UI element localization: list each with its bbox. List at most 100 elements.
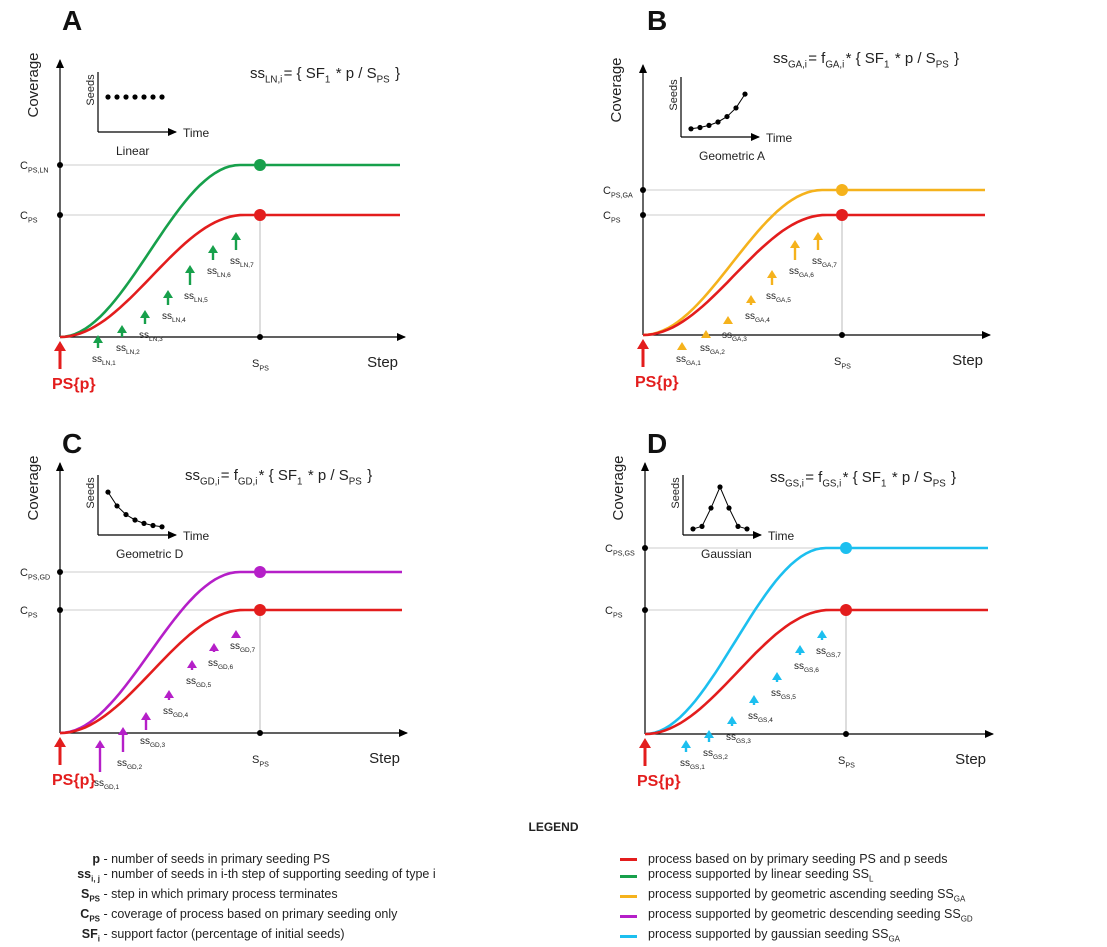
- legend-title: LEGEND: [528, 820, 579, 834]
- upper-coverage-label: CPS,GA: [603, 185, 634, 199]
- inset-point: [726, 505, 732, 511]
- support-arrowhead: [231, 630, 241, 638]
- inset-time-label: Time: [183, 126, 210, 140]
- support-step-label: ssLN,5: [184, 291, 209, 304]
- support-step-label: ssGA,6: [789, 266, 815, 279]
- legend-swatch: [620, 857, 637, 861]
- legend-swatch: [620, 935, 637, 938]
- legend-line-row: process supported by gaussian seeding SS…: [620, 927, 973, 947]
- support-arrowhead: [187, 660, 197, 668]
- support-arrowhead: [231, 232, 241, 240]
- primary-end-dot: [254, 604, 266, 616]
- support-arrowhead: [727, 716, 737, 724]
- legend-symbol-row: p - number of seeds in primary seeding P…: [38, 852, 436, 867]
- legend-symbol-text: - support factor (percentage of initial …: [100, 926, 345, 941]
- primary-curve: [59, 213, 260, 339]
- support-step-label: ssGA,3: [722, 330, 748, 343]
- support-step-label: ssGD,2: [117, 758, 143, 771]
- ps-label: PS{p}: [52, 376, 96, 393]
- x-axis-label: Step: [952, 352, 983, 369]
- inset-point: [105, 489, 111, 495]
- supported-end-dot: [254, 159, 266, 171]
- inset-point: [123, 94, 129, 100]
- inset-seeds-label: Seeds: [85, 74, 97, 106]
- inset-point: [717, 484, 723, 490]
- legend-line-text: process based on by primary seeding PS a…: [648, 852, 948, 866]
- formula: ssGD,i = fGD,i * { SF1 * p / SPS }: [185, 467, 372, 488]
- inset-type-label: Geometric A: [699, 149, 765, 163]
- support-arrowhead: [95, 740, 105, 748]
- upper-coverage-label: CPS,LN: [20, 160, 50, 174]
- support-step-label: ssGD,3: [140, 736, 166, 749]
- inset-seeds-label: Seeds: [670, 477, 682, 509]
- support-step-label: ssGS,2: [703, 748, 729, 761]
- y-axis-label: Coverage: [608, 57, 625, 122]
- inset-point: [744, 526, 750, 532]
- inset-seeds-label: Seeds: [85, 477, 97, 509]
- primary-end-dot: [254, 209, 266, 221]
- inset-type-label: Geometric D: [116, 547, 184, 561]
- legend-line-row: process supported by linear seeding SSL: [620, 867, 973, 887]
- sps-label: SPS: [252, 754, 270, 768]
- inset-time-label: Time: [768, 529, 795, 543]
- sps-label: SPS: [834, 356, 852, 370]
- legend-symbol-text: - coverage of process based on primary s…: [100, 906, 398, 921]
- cps-label: CPS: [605, 605, 623, 619]
- cps-label: CPS: [20, 605, 38, 619]
- axis-dot: [642, 607, 648, 613]
- legend-line-row: process supported by geometric ascending…: [620, 887, 973, 907]
- support-arrowhead: [723, 316, 733, 324]
- inset-point: [132, 94, 138, 100]
- support-step-label: ssGS,6: [794, 661, 820, 674]
- formula: ssGA,i = fGA,i * { SF1 * p / SPS }: [773, 50, 959, 71]
- support-arrowhead: [772, 672, 782, 680]
- inset-point: [150, 94, 156, 100]
- support-arrowhead: [117, 325, 127, 333]
- support-arrowhead: [163, 290, 173, 298]
- ps-arrowhead: [639, 738, 651, 748]
- legend-line-row: process supported by geometric descendin…: [620, 907, 973, 927]
- axis-dot: [57, 607, 63, 613]
- primary-end-dot: [836, 209, 848, 221]
- legend-swatch: [620, 875, 637, 878]
- sps-dot: [839, 332, 845, 338]
- inset-point: [742, 91, 748, 97]
- support-arrowhead: [140, 310, 150, 318]
- inset-point: [690, 526, 696, 532]
- support-arrowhead: [817, 630, 827, 638]
- support-step-label: ssLN,4: [162, 311, 187, 324]
- support-step-label: ssGA,1: [676, 354, 702, 367]
- sps-dot: [257, 334, 263, 340]
- support-arrowhead: [164, 690, 174, 698]
- panel-letter: D: [647, 428, 667, 459]
- legend-symbol: CPS: [80, 906, 100, 924]
- primary-curve: [642, 213, 842, 337]
- sps-label: SPS: [838, 755, 856, 769]
- inset-point: [688, 126, 694, 132]
- inset-point: [141, 520, 147, 526]
- inset-point: [141, 94, 147, 100]
- support-arrowhead: [704, 730, 714, 738]
- support-arrowhead: [209, 643, 219, 651]
- panel-letter: A: [62, 5, 82, 36]
- support-arrowhead: [813, 232, 823, 240]
- support-step-label: ssGS,1: [680, 758, 706, 771]
- sps-label: SPS: [252, 358, 270, 372]
- ps-label: PS{p}: [635, 374, 679, 391]
- inset-point: [697, 124, 703, 131]
- legend-lines: process based on by primary seeding PS a…: [620, 852, 973, 947]
- support-step-label: ssLN,1: [92, 354, 117, 367]
- inset-point: [735, 523, 741, 529]
- support-step-label: ssGD,6: [208, 658, 234, 671]
- legend-line-text: process supported by linear seeding SSL: [648, 866, 874, 884]
- legend-symbol: p: [92, 852, 100, 866]
- inset-point: [123, 511, 129, 518]
- legend-line-text: process supported by geometric ascending…: [648, 886, 966, 904]
- inset-point: [715, 119, 721, 125]
- ps-arrowhead: [54, 737, 66, 747]
- legend-symbol-row: SFi - support factor (percentage of init…: [38, 927, 436, 947]
- legend-line-text: process supported by gaussian seeding SS…: [648, 926, 900, 944]
- support-step-label: ssGS,4: [748, 711, 774, 724]
- support-step-label: ssLN,2: [116, 343, 141, 356]
